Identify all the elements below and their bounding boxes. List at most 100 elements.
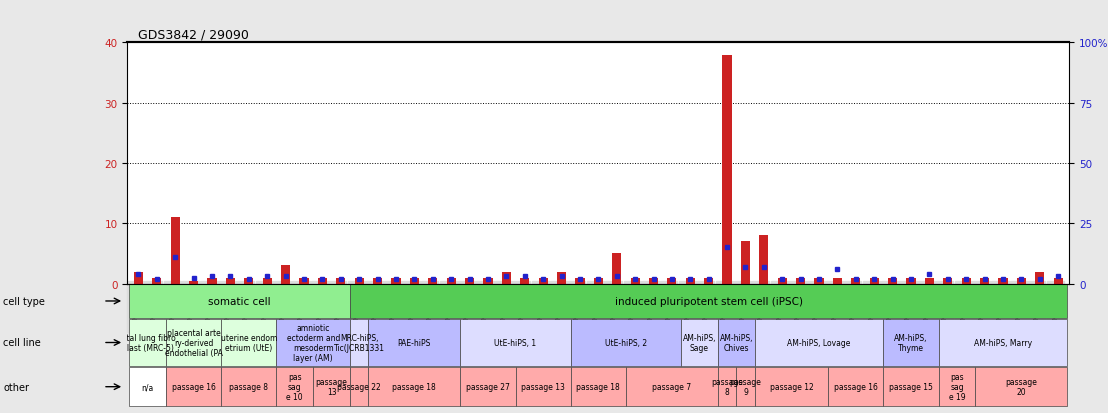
Text: pas
sag
e 19: pas sag e 19 <box>948 373 965 401</box>
Bar <box>350 367 368 406</box>
Bar <box>755 319 883 366</box>
Text: GDS3842 / 29090: GDS3842 / 29090 <box>138 28 249 41</box>
Text: passage 13: passage 13 <box>521 382 565 391</box>
Text: passage
9: passage 9 <box>729 377 761 396</box>
Text: other: other <box>3 382 29 392</box>
Text: passage 7: passage 7 <box>653 382 691 391</box>
Bar <box>557 272 566 284</box>
Bar <box>626 367 718 406</box>
Bar <box>630 278 639 284</box>
Text: MRC-hiPS,
Tic(JCRB1331: MRC-hiPS, Tic(JCRB1331 <box>334 333 384 352</box>
Text: passage
13: passage 13 <box>316 377 348 396</box>
Bar <box>368 319 460 366</box>
Bar <box>410 278 419 284</box>
Bar <box>571 319 681 366</box>
Bar <box>796 278 806 284</box>
Text: fetal lung fibro
blast (MRC-5): fetal lung fibro blast (MRC-5) <box>120 333 176 352</box>
Text: cell type: cell type <box>3 296 45 306</box>
Bar <box>276 319 350 366</box>
Text: passage 18: passage 18 <box>576 382 620 391</box>
Bar <box>189 281 198 284</box>
Bar <box>870 278 879 284</box>
Bar <box>465 278 474 284</box>
Bar <box>134 272 143 284</box>
Bar <box>686 278 695 284</box>
Bar <box>814 278 823 284</box>
Bar <box>722 55 731 284</box>
Bar <box>166 367 222 406</box>
Bar <box>391 278 401 284</box>
Bar <box>207 278 217 284</box>
Text: passage 8: passage 8 <box>229 382 268 391</box>
Bar <box>336 278 346 284</box>
Bar <box>281 266 290 284</box>
Bar <box>925 278 934 284</box>
Text: uterine endom
etrium (UtE): uterine endom etrium (UtE) <box>220 333 277 352</box>
Bar <box>998 278 1007 284</box>
Bar <box>883 367 938 406</box>
Bar <box>171 218 179 284</box>
Text: pas
sag
e 10: pas sag e 10 <box>287 373 304 401</box>
Bar <box>737 367 755 406</box>
Bar <box>759 236 769 284</box>
Text: somatic cell: somatic cell <box>208 296 271 306</box>
Bar <box>833 278 842 284</box>
Bar <box>222 319 276 366</box>
Bar <box>755 367 829 406</box>
Text: passage 12: passage 12 <box>770 382 813 391</box>
Bar <box>355 278 363 284</box>
Text: passage 16: passage 16 <box>834 382 878 391</box>
Bar <box>244 278 254 284</box>
Bar <box>938 367 975 406</box>
Bar <box>571 367 626 406</box>
Bar <box>829 367 883 406</box>
Bar <box>152 278 162 284</box>
Bar <box>460 367 515 406</box>
Text: n/a: n/a <box>142 382 154 391</box>
Bar <box>906 278 915 284</box>
Bar <box>276 367 314 406</box>
Bar <box>1035 272 1045 284</box>
Bar <box>1017 278 1026 284</box>
Bar <box>515 367 571 406</box>
Text: placental arte
ry-derived
endothelial (PA: placental arte ry-derived endothelial (P… <box>165 328 223 357</box>
Bar <box>1054 278 1063 284</box>
Text: amniotic
ectoderm and
mesoderm
layer (AM): amniotic ectoderm and mesoderm layer (AM… <box>287 324 340 362</box>
Bar <box>718 367 737 406</box>
Bar <box>130 319 166 366</box>
Bar <box>447 278 455 284</box>
Bar <box>612 254 622 284</box>
Bar <box>649 278 658 284</box>
Text: cell line: cell line <box>3 338 41 348</box>
Bar <box>130 367 166 406</box>
Text: passage 16: passage 16 <box>172 382 216 391</box>
Bar <box>594 278 603 284</box>
Bar <box>538 278 547 284</box>
Text: AM-hiPS, Marry: AM-hiPS, Marry <box>974 338 1032 347</box>
Bar <box>502 272 511 284</box>
Text: passage 22: passage 22 <box>337 382 381 391</box>
Bar <box>222 367 276 406</box>
Text: passage
8: passage 8 <box>711 377 743 396</box>
Bar <box>975 367 1067 406</box>
Bar <box>943 278 953 284</box>
Bar <box>938 319 1067 366</box>
Bar <box>428 278 438 284</box>
Text: AM-hiPS,
Chives: AM-hiPS, Chives <box>719 333 753 352</box>
Text: PAE-hiPS: PAE-hiPS <box>398 338 431 347</box>
Bar <box>314 367 350 406</box>
Bar <box>130 284 350 318</box>
Bar <box>373 278 382 284</box>
Text: AM-hiPS,
Thyme: AM-hiPS, Thyme <box>894 333 927 352</box>
Bar <box>226 278 235 284</box>
Bar <box>368 367 460 406</box>
Bar <box>460 319 571 366</box>
Bar <box>778 278 787 284</box>
Bar <box>667 278 677 284</box>
Bar <box>299 278 309 284</box>
Bar <box>681 319 718 366</box>
Bar <box>350 319 368 366</box>
Bar <box>350 284 1067 318</box>
Text: passage 27: passage 27 <box>466 382 510 391</box>
Text: AM-hiPS,
Sage: AM-hiPS, Sage <box>683 333 716 352</box>
